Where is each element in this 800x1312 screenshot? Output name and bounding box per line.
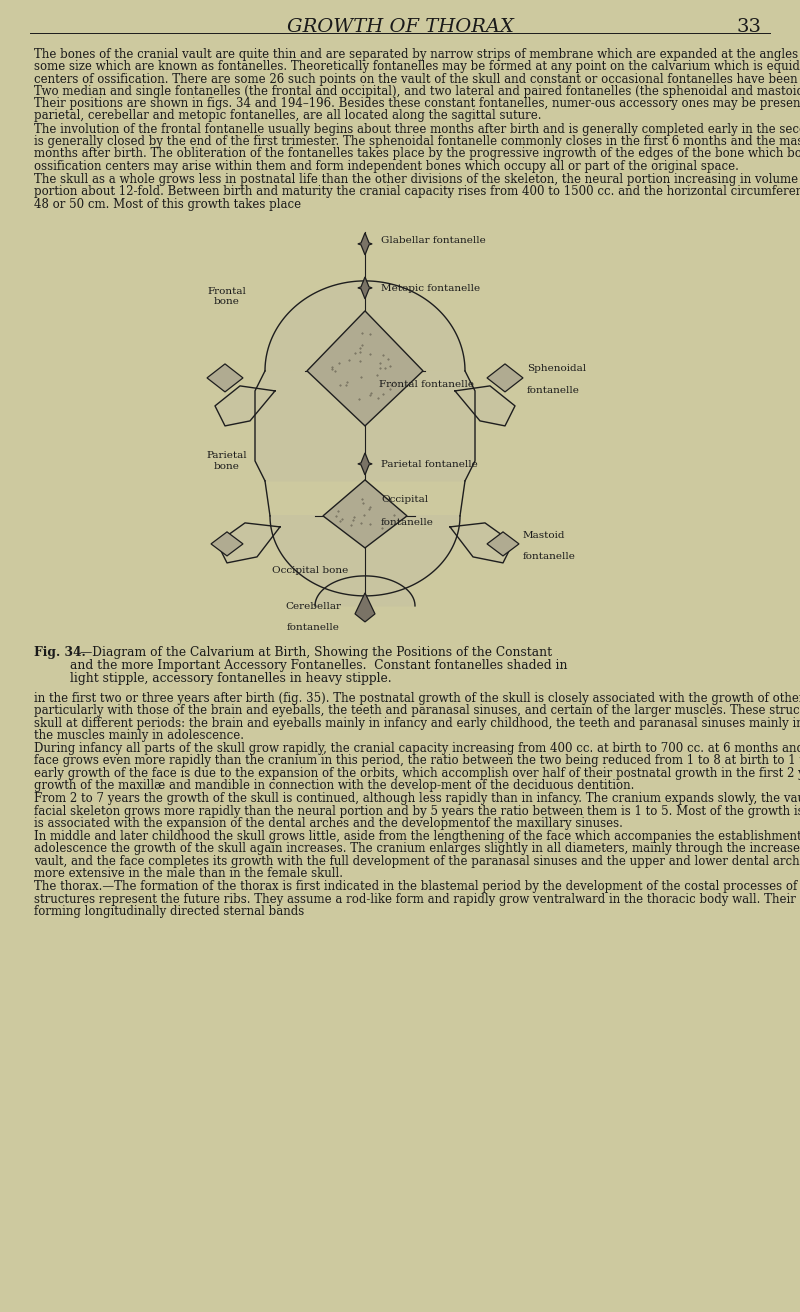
Text: Parietal: Parietal (206, 451, 247, 461)
Text: Parietal fontanelle: Parietal fontanelle (381, 461, 478, 470)
Polygon shape (358, 453, 372, 475)
Polygon shape (265, 281, 465, 371)
Text: is generally closed by the end of the first trimester. The sphenoidal fontanelle: is generally closed by the end of the fi… (34, 135, 800, 148)
Text: skull at different periods: the brain and eyeballs mainly in infancy and early c: skull at different periods: the brain an… (34, 716, 800, 729)
Text: Metopic fontanelle: Metopic fontanelle (381, 285, 480, 294)
Polygon shape (358, 234, 372, 255)
Text: Fig. 34.: Fig. 34. (34, 646, 86, 659)
Text: bone: bone (214, 298, 240, 307)
Polygon shape (207, 363, 243, 392)
Text: early growth of the face is due to the expansion of the orbits, which accomplish: early growth of the face is due to the e… (34, 766, 800, 779)
Text: 33: 33 (737, 18, 762, 35)
Text: fontanelle: fontanelle (381, 518, 434, 527)
Text: From 2 to 7 years the growth of the skull is continued, although less rapidly th: From 2 to 7 years the growth of the skul… (34, 792, 800, 806)
Text: forming longitudinally directed sternal bands: forming longitudinally directed sternal … (34, 905, 304, 918)
Polygon shape (487, 531, 519, 556)
Text: centers of ossification. There are some 26 such points on the vault of the skull: centers of ossification. There are some … (34, 72, 800, 85)
Text: the muscles mainly in adolescence.: the muscles mainly in adolescence. (34, 728, 244, 741)
Text: adolescence the growth of the skull again increases. The cranium enlarges slight: adolescence the growth of the skull agai… (34, 842, 800, 855)
Polygon shape (255, 371, 475, 482)
Text: months after birth. The obliteration of the fontanelles takes place by the progr: months after birth. The obliteration of … (34, 147, 800, 160)
Polygon shape (307, 311, 423, 426)
Polygon shape (211, 531, 243, 556)
Text: Two median and single fontanelles (the frontal and occipital), and two lateral a: Two median and single fontanelles (the f… (34, 85, 800, 98)
Text: Frontal fontanelle: Frontal fontanelle (379, 380, 474, 390)
Text: Occipital: Occipital (381, 495, 428, 504)
Polygon shape (323, 480, 407, 548)
Text: The skull as a whole grows less in postnatal life than the other divisions of th: The skull as a whole grows less in postn… (34, 173, 800, 186)
Text: ossification centers may arise within them and form independent bones which occu: ossification centers may arise within th… (34, 160, 739, 173)
Text: Occipital bone: Occipital bone (272, 567, 348, 576)
Polygon shape (358, 277, 372, 299)
Polygon shape (450, 523, 513, 563)
Text: growth of the maxillæ and mandible in connection with the develop­ment of the de: growth of the maxillæ and mandible in co… (34, 779, 634, 792)
Text: fontanelle: fontanelle (523, 552, 576, 562)
Text: fontanelle: fontanelle (286, 623, 339, 632)
Polygon shape (217, 523, 280, 563)
Polygon shape (215, 386, 275, 426)
Text: During infancy all parts of the skull grow rapidly, the cranial capacity increas: During infancy all parts of the skull gr… (34, 743, 800, 756)
Text: Cerebellar: Cerebellar (285, 602, 341, 611)
Polygon shape (455, 386, 515, 426)
Text: GROWTH OF THORAX: GROWTH OF THORAX (286, 18, 514, 35)
Text: The bones of the cranial vault are quite thin and are separated by narrow strips: The bones of the cranial vault are quite… (34, 49, 800, 60)
Text: Glabellar fontanelle: Glabellar fontanelle (381, 236, 486, 245)
Text: facial skeleton grows more rapidly than the neural portion and by 5 years the ra: facial skeleton grows more rapidly than … (34, 804, 800, 817)
Text: The involution of the frontal fontanelle usually begins about three months after: The involution of the frontal fontanelle… (34, 123, 800, 136)
Text: light stipple, accessory fontanelles in heavy stipple.: light stipple, accessory fontanelles in … (70, 672, 392, 685)
Text: Their positions are shown in figs. 34 and 194–196. Besides these constant fontan: Their positions are shown in figs. 34 an… (34, 97, 800, 110)
Polygon shape (315, 576, 415, 606)
Text: is associated with the expansion of the dental arches and the development⁠of the: is associated with the expansion of the … (34, 817, 623, 830)
Polygon shape (355, 593, 375, 622)
Text: In middle and later childhood the skull grows little, aside from the lengthening: In middle and later childhood the skull … (34, 830, 800, 844)
Text: some size which are known as fontanelles. Theoretically fontanelles may be forme: some size which are known as fontanelles… (34, 60, 800, 73)
Polygon shape (270, 516, 460, 596)
Text: bone: bone (214, 462, 240, 471)
Text: and the more Important Accessory Fontanelles.  Constant fontanelles shaded in: and the more Important Accessory Fontane… (70, 659, 567, 672)
Text: Mastoid: Mastoid (523, 531, 566, 541)
Text: particularly with those of the brain and eyeballs, the teeth and paranasal sinus: particularly with those of the brain and… (34, 705, 800, 718)
Text: —Diagram of the Calvarium at Birth, Showing the Positions of the Constant: —Diagram of the Calvarium at Birth, Show… (80, 646, 552, 659)
Text: fontanelle: fontanelle (527, 386, 580, 395)
Text: face grows even more rapidly than the cranium in this period, the ratio between : face grows even more rapidly than the cr… (34, 754, 800, 768)
Text: vault, and the face completes its growth with the full development of the parana: vault, and the face completes its growth… (34, 855, 800, 867)
Text: 48 or 50 cm. Most of this growth takes place: 48 or 50 cm. Most of this growth takes p… (34, 198, 301, 211)
Text: more extensive in the male than in the female skull.: more extensive in the male than in the f… (34, 867, 343, 880)
Polygon shape (487, 363, 523, 392)
Text: Sphenoidal: Sphenoidal (527, 363, 586, 373)
Text: The thorax.—The formation of the thorax is first indicated in the blastemal peri: The thorax.—The formation of the thorax … (34, 880, 800, 893)
Text: Frontal: Frontal (207, 287, 246, 297)
Text: structures represent the future ribs. They assume a rod-like form and rapidly gr: structures represent the future ribs. Th… (34, 892, 800, 905)
Text: parietal, cerebellar and metopic fontanelles, are all located along the sagittal: parietal, cerebellar and metopic fontane… (34, 109, 542, 122)
Text: in the first two or three years after birth (fig. 35). The postnatal growth of t: in the first two or three years after bi… (34, 691, 800, 705)
Text: portion about 12-fold. Between birth and maturity the cranial capacity rises fro: portion about 12-fold. Between birth and… (34, 185, 800, 198)
